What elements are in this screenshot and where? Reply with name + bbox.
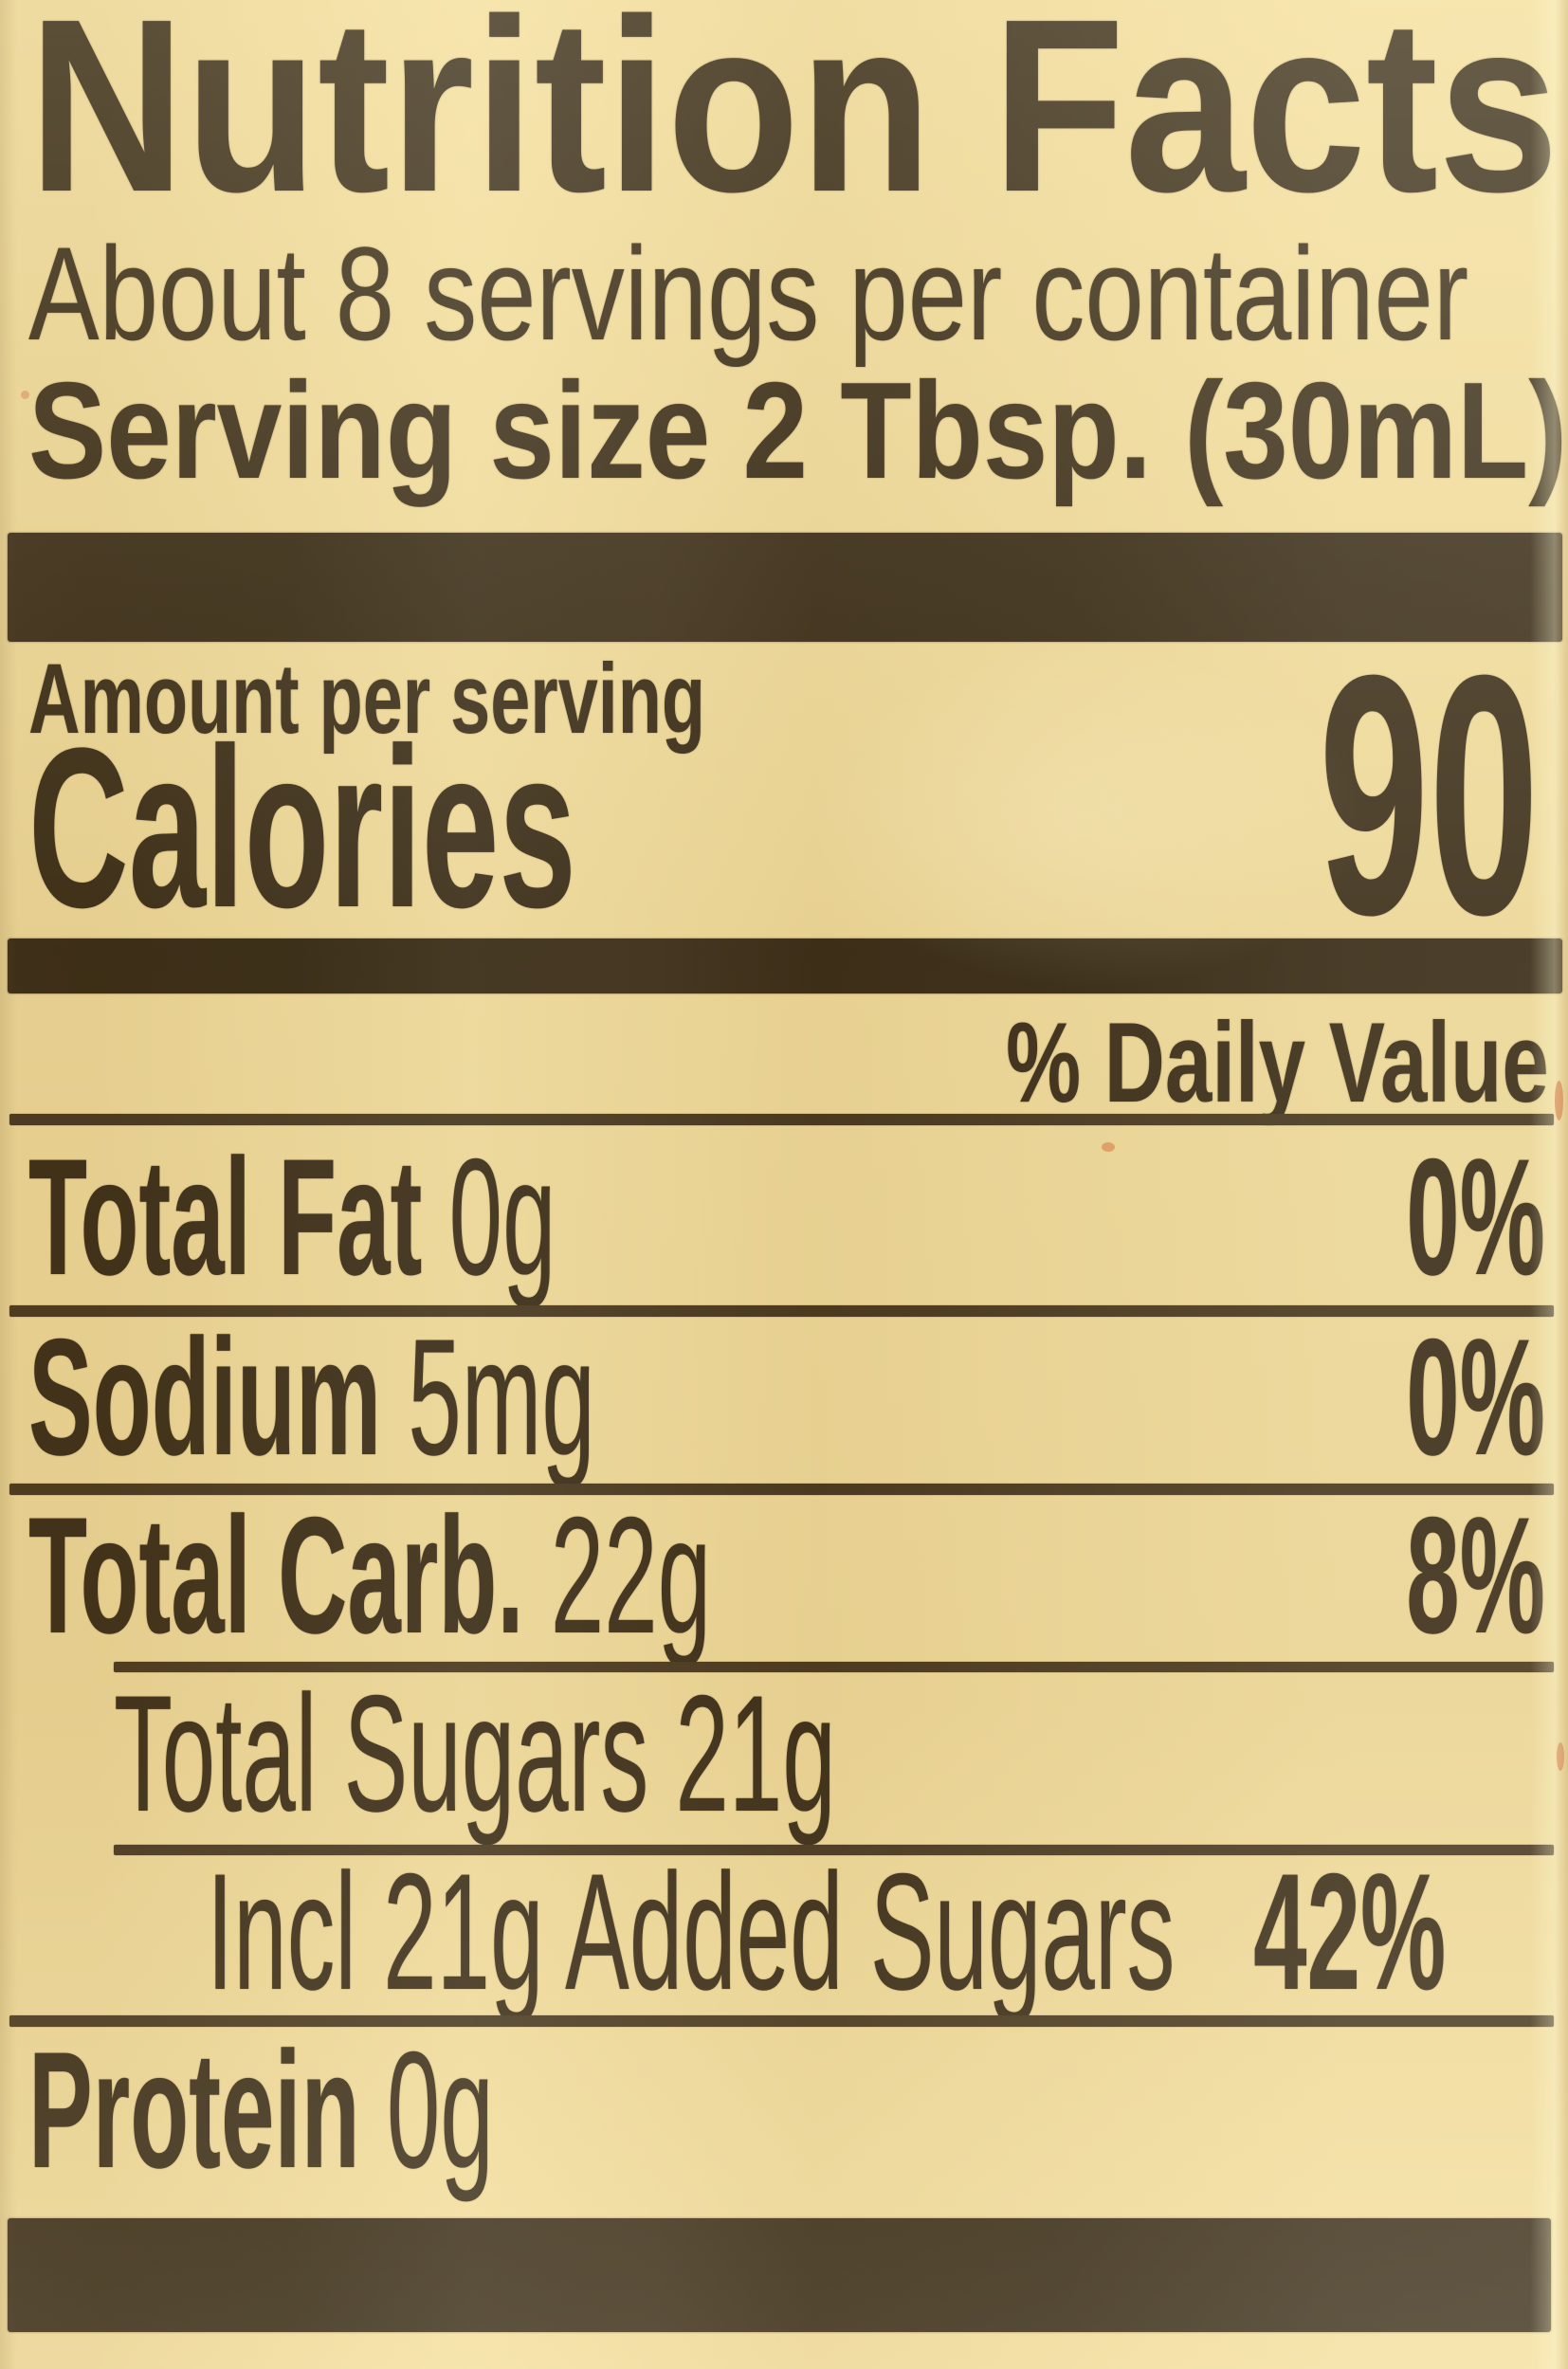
nutrient-amount: 0g xyxy=(386,2018,494,2203)
serving-size-text: Serving size 2 Tbsp. (30mL) xyxy=(28,354,1568,507)
row-divider xyxy=(9,1484,1554,1495)
serving-size: Serving size 2 Tbsp. (30mL) xyxy=(28,362,1568,500)
label-title-text: Nutrition Facts xyxy=(28,0,1559,244)
row-divider-indented xyxy=(114,1845,1554,1855)
nutrient-row-sodium: Sodium 5mg xyxy=(28,1315,1006,1481)
divider-bar-bottom xyxy=(8,2218,1551,2332)
nutrient-amount: 22g xyxy=(550,1484,712,1668)
nutrient-name: Total Fat xyxy=(28,1125,423,1310)
label-title: Nutrition Facts xyxy=(28,0,1568,229)
calories-value: 90 xyxy=(1318,605,1539,986)
nutrient-name: Protein xyxy=(28,2018,360,2203)
daily-value-percent-added-sugars: 42% xyxy=(1252,1840,1446,2025)
nutrient-amount xyxy=(422,1125,448,1310)
row-divider-indented xyxy=(114,1662,1554,1672)
row-divider xyxy=(9,2015,1554,2027)
nutrient-name: Sodium xyxy=(28,1305,382,1490)
daily-value-percent-total-fat: 0% xyxy=(1406,1125,1545,1310)
nutrient-name: Total Carb. xyxy=(28,1484,524,1668)
nutrient-row-total-carb: Total Carb. 22g xyxy=(28,1493,1206,1659)
row-divider xyxy=(9,1305,1554,1317)
divider-bar-calories xyxy=(8,938,1562,993)
calories-label: Calories xyxy=(28,701,576,955)
paper-speck xyxy=(1557,1742,1564,1771)
daily-value-percent-sodium: 0% xyxy=(1406,1305,1545,1490)
paper-speck xyxy=(1555,1081,1563,1121)
nutrient-row-total-fat: Total Fat 0g xyxy=(28,1135,938,1301)
daily-value-header: % Daily Value xyxy=(1006,999,1549,1126)
nutrient-row-total-sugars: Total Sugars 21g xyxy=(114,1671,1358,1837)
nutrient-row-added-sugars: Incl 21g Added Sugars xyxy=(207,1850,1568,2015)
amount-per-serving-label: Amount per serving xyxy=(28,644,706,755)
servings-per-container: About 8 servings per container xyxy=(28,228,1568,360)
paper-speck xyxy=(1102,1142,1115,1152)
nutrient-amount: 21g xyxy=(675,1662,836,1847)
row-divider xyxy=(9,1114,1554,1125)
nutrient-amount: 0g xyxy=(448,1125,556,1310)
daily-value-percent-total-carb: 8% xyxy=(1406,1484,1545,1668)
nutrient-name: Incl 21g Added Sugars xyxy=(207,1840,1176,2025)
divider-bar-top xyxy=(8,533,1562,642)
servings-per-container-text: About 8 servings per container xyxy=(28,219,1469,368)
nutrient-amount: 5mg xyxy=(408,1305,595,1490)
nutrient-row-protein: Protein 0g xyxy=(28,2028,830,2194)
nutrient-name: Total Sugars xyxy=(114,1662,649,1847)
